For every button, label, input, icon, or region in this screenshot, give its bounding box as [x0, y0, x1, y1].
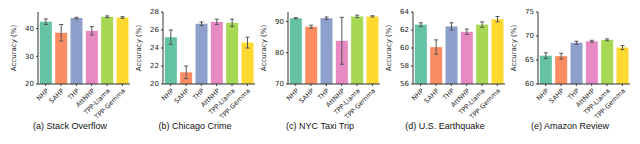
svg-text:40: 40 [25, 25, 34, 33]
svg-text:TPP-Gemma: TPP-Gemma [342, 87, 377, 120]
svg-text:TPP-Llama: TPP-Llama [207, 87, 237, 117]
html-text:(b) Chicago Crime: (b) Chicago Crime [158, 121, 232, 131]
svg-text:30: 30 [25, 53, 34, 61]
svg-text:TPP-Llama: TPP-Llama [82, 87, 112, 117]
svg-text:65: 65 [525, 56, 534, 64]
svg-text:64: 64 [400, 8, 409, 16]
svg-text:26: 26 [150, 26, 159, 34]
svg-text:Accuracy (%): Accuracy (%) [10, 25, 18, 72]
svg-text:SAHP: SAHP [548, 87, 566, 105]
svg-text:AttNHP: AttNHP [74, 87, 97, 109]
svg-text:SAHP: SAHP [173, 87, 191, 105]
svg-text:Accuracy (%): Accuracy (%) [135, 25, 143, 72]
svg-text:Accuracy (%): Accuracy (%) [510, 25, 518, 72]
svg-text:28: 28 [150, 8, 159, 16]
svg-text:20: 20 [150, 80, 159, 88]
svg-text:80: 80 [275, 49, 284, 57]
svg-text:90: 90 [275, 18, 284, 26]
svg-text:TPP-Gemma: TPP-Gemma [592, 87, 627, 120]
svg-text:SAHP: SAHP [298, 87, 316, 105]
svg-text:NHP: NHP [160, 87, 176, 103]
svg-text:AttNHP: AttNHP [574, 87, 597, 109]
svg-text:Accuracy (%): Accuracy (%) [385, 25, 393, 72]
svg-text:NHP: NHP [410, 87, 426, 103]
svg-text:NHP: NHP [535, 87, 551, 103]
svg-text:20: 20 [25, 80, 34, 88]
html-text:(c) NYC Taxi Trip: (c) NYC Taxi Trip [286, 121, 354, 131]
svg-text:70: 70 [525, 32, 534, 40]
svg-text:TPP-Gemma: TPP-Gemma [467, 87, 502, 120]
html-text:(a) Stack Overflow: (a) Stack Overflow [33, 121, 107, 131]
svg-text:THP: THP [441, 87, 456, 102]
svg-text:TPP-Gemma: TPP-Gemma [217, 87, 252, 120]
svg-text:24: 24 [150, 44, 159, 52]
svg-text:TPP-Gemma: TPP-Gemma [92, 87, 127, 120]
svg-text:TPP-Llama: TPP-Llama [582, 87, 612, 117]
svg-text:NHP: NHP [35, 87, 51, 103]
svg-text:AttNHP: AttNHP [199, 87, 222, 109]
svg-text:THP: THP [566, 87, 581, 102]
svg-text:THP: THP [66, 87, 81, 102]
svg-text:TPP-Llama: TPP-Llama [332, 87, 362, 117]
svg-text:58: 58 [400, 62, 409, 70]
svg-text:62: 62 [400, 26, 409, 34]
svg-text:THP: THP [191, 87, 206, 102]
svg-text:TPP-Llama: TPP-Llama [457, 87, 487, 117]
svg-text:60: 60 [400, 44, 409, 52]
svg-text:70: 70 [275, 80, 284, 88]
svg-text:NHP: NHP [285, 87, 301, 103]
svg-text:SAHP: SAHP [48, 87, 66, 105]
svg-text:56: 56 [400, 80, 409, 88]
svg-text:22: 22 [150, 62, 159, 70]
svg-text:AttNHP: AttNHP [449, 87, 472, 109]
svg-text:Accuracy (%): Accuracy (%) [260, 25, 268, 72]
svg-text:60: 60 [525, 80, 534, 88]
html-text:(d) U.S. Earthquake: (d) U.S. Earthquake [405, 121, 485, 131]
svg-text:SAHP: SAHP [423, 87, 441, 105]
html-text:(e) Amazon Review: (e) Amazon Review [531, 121, 609, 131]
svg-text:THP: THP [316, 87, 331, 102]
svg-text:75: 75 [525, 8, 534, 16]
svg-text:AttNHP: AttNHP [324, 87, 347, 109]
